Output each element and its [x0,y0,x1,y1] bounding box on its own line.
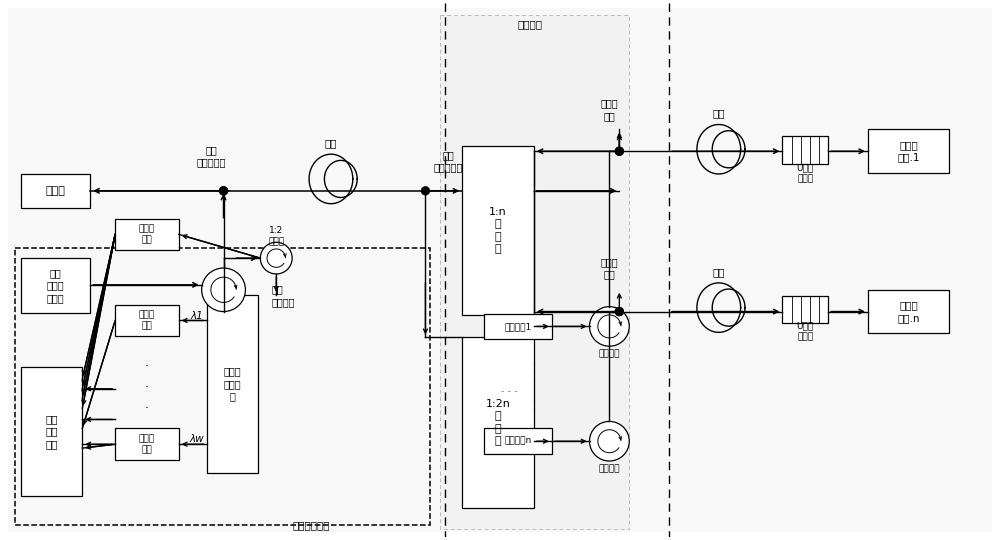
Circle shape [590,307,629,346]
Text: 第一
光环型器: 第一 光环型器 [271,285,295,307]
Bar [15,248,430,525]
Text: λw: λw [189,434,204,444]
Circle shape [421,187,429,195]
Circle shape [220,187,228,195]
Circle shape [202,268,245,312]
Bar [782,137,828,164]
Circle shape [615,308,623,315]
Text: 波分复
用器: 波分复 用器 [601,257,618,279]
Text: 光电二
极管: 光电二 极管 [139,224,155,245]
Text: 光编码器1: 光编码器1 [504,322,532,331]
Text: λ1: λ1 [190,310,203,321]
Bar [484,428,552,454]
Bar [484,314,552,339]
Circle shape [615,308,623,315]
Text: 光纤: 光纤 [325,138,337,149]
Bar [868,130,949,173]
Text: .
.
.: . . . [145,356,149,411]
Text: U波段
反射器: U波段 反射器 [797,163,814,183]
Bar [440,15,629,529]
Circle shape [615,147,623,155]
Text: 光纤: 光纤 [713,109,725,119]
Text: 中心局: 中心局 [46,186,65,196]
Text: 1:2n
功
分
器: 1:2n 功 分 器 [486,399,510,446]
Text: 波分复
用器: 波分复 用器 [601,98,618,121]
Text: 光编码器n: 光编码器n [504,437,532,445]
Circle shape [590,421,629,461]
Bar [782,296,828,323]
Text: 光环型器: 光环型器 [599,349,620,359]
Bar [115,305,179,336]
Text: 1:n
功
分
器: 1:n 功 分 器 [489,207,507,254]
Text: - - -: - - - [501,386,517,396]
Text: 1:2
功分器: 1:2 功分器 [268,226,284,246]
Circle shape [220,187,228,195]
Bar [462,338,534,508]
Bar [115,428,179,460]
Text: 故障检测系统: 故障检测系统 [292,521,330,530]
Text: 远端节点: 远端节点 [517,19,542,30]
Text: 光纤: 光纤 [713,267,725,277]
Bar [21,258,90,313]
Text: 第二
波分复用器: 第二 波分复用器 [434,150,463,172]
Text: 光网络
单元.n: 光网络 单元.n [897,300,920,323]
Text: 第一
波分复用器: 第一 波分复用器 [197,145,226,167]
Text: 光电二
极管: 光电二 极管 [139,310,155,330]
Bar [115,219,179,250]
Circle shape [260,242,292,274]
Bar [462,146,534,314]
Text: 光电二
极管: 光电二 极管 [139,434,155,454]
Text: 光网络
单元.1: 光网络 单元.1 [897,140,920,163]
Bar [868,290,949,333]
Text: U波段
反射器: U波段 反射器 [797,321,814,341]
Bar [21,174,90,208]
Bar [21,367,82,496]
Text: 第三波
分复用
器: 第三波 分复用 器 [224,367,241,401]
Text: 检测
光脉冲
发送机: 检测 光脉冲 发送机 [47,268,64,303]
Text: 网络
识别
模块: 网络 识别 模块 [45,414,58,449]
Bar [207,295,258,473]
Circle shape [615,147,623,155]
Text: 光环型器: 光环型器 [599,464,620,474]
